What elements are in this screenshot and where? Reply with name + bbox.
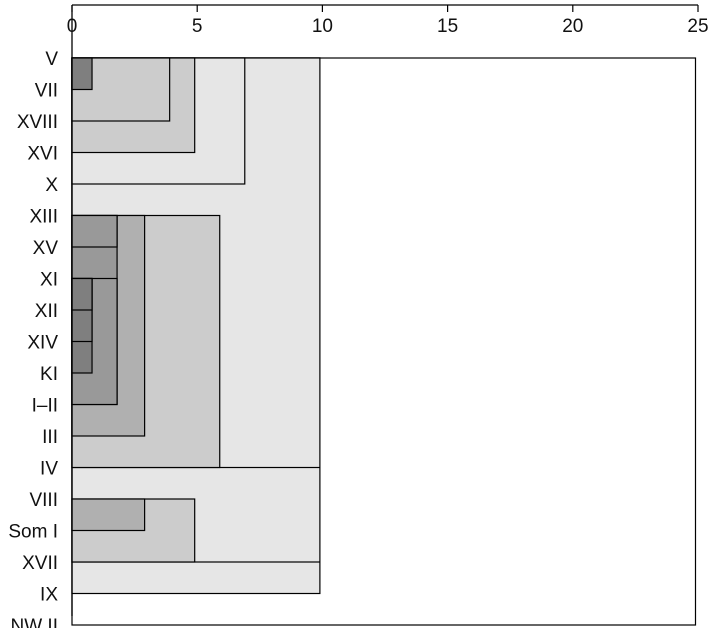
leaf-label: IV <box>40 459 58 480</box>
leaf-labels: V VII XVIII XVI X XIII XV XI XII XIV KI I–II III IV VI… <box>8 49 58 628</box>
leaf-label: X <box>45 175 58 196</box>
leaf-label: V <box>45 49 58 70</box>
leaf-label: XI <box>40 270 58 291</box>
cluster-box <box>71 214 118 248</box>
cluster-box <box>71 498 146 532</box>
leaf-label: XIV <box>27 333 58 354</box>
cluster-boxes <box>71 57 697 626</box>
leaf-label: KI <box>40 364 58 385</box>
leaf-label: XVII <box>22 553 58 574</box>
x-axis-ticks: 0 5 10 15 20 25 <box>67 5 709 37</box>
x-tick-label: 5 <box>192 16 203 37</box>
leaf-label: VII <box>35 81 58 102</box>
cluster-box <box>71 57 93 91</box>
x-axis <box>71 4 698 616</box>
x-tick-label: 25 <box>687 16 708 37</box>
leaf-label: III <box>42 427 58 448</box>
leaf-label: XVI <box>27 144 58 165</box>
leaf-label: NW II <box>11 616 59 628</box>
leaf-label: IX <box>40 585 58 606</box>
x-tick-label: 0 <box>67 16 78 37</box>
leaf-label: XV <box>33 238 59 259</box>
cluster-box <box>71 277 93 311</box>
leaf-label: XVIII <box>17 112 58 133</box>
x-tick-label: 10 <box>312 16 333 37</box>
leaf-label: XIII <box>29 207 58 228</box>
leaf-label: Som I <box>8 522 58 543</box>
x-tick-label: 15 <box>437 16 458 37</box>
leaf-label: XII <box>35 301 58 322</box>
leaf-label: VIII <box>29 490 58 511</box>
leaf-label: I–II <box>32 396 58 417</box>
x-tick-label: 20 <box>562 16 583 37</box>
